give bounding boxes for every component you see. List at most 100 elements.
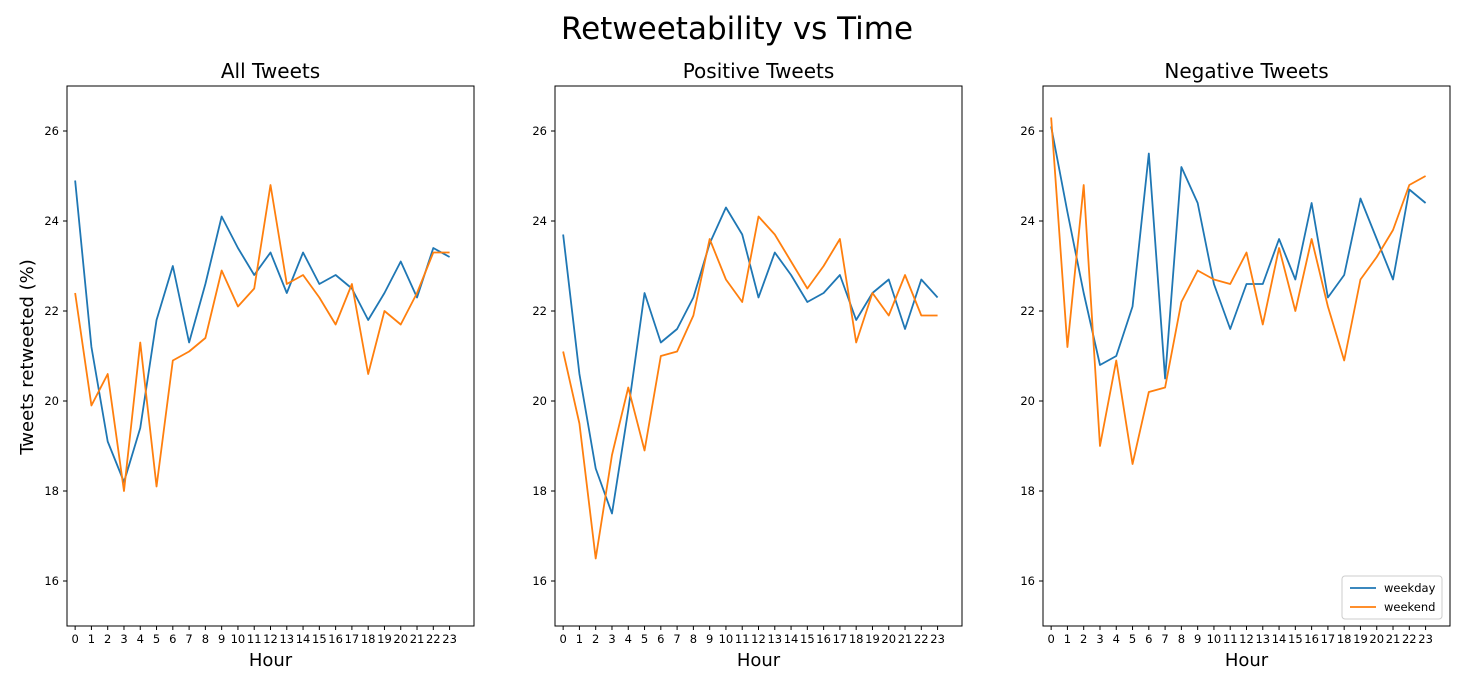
y-tick-label: 20 (532, 394, 547, 408)
x-tick-label: 3 (1096, 632, 1103, 646)
x-tick-label: 8 (1178, 632, 1185, 646)
x-tick-label: 23 (930, 632, 945, 646)
x-tick-label: 8 (690, 632, 697, 646)
x-tick-label: 16 (328, 632, 343, 646)
x-tick-label: 7 (673, 632, 680, 646)
x-tick-label: 9 (1194, 632, 1201, 646)
legend-label-weekend: weekend (1384, 600, 1435, 614)
plot-frame (66, 85, 475, 627)
x-tick-label: 22 (914, 632, 929, 646)
x-tick-label: 18 (1337, 632, 1352, 646)
x-tick-label: 11 (247, 632, 262, 646)
series-line-weekend (74, 184, 450, 492)
subplot-title: Negative Tweets (1164, 59, 1328, 83)
x-tick-label: 0 (1047, 632, 1054, 646)
x-tick-label: 20 (393, 632, 408, 646)
x-tick-label: 13 (279, 632, 294, 646)
y-tick-label: 18 (1020, 484, 1035, 498)
x-tick-label: 10 (719, 632, 734, 646)
x-tick-label: 19 (377, 632, 392, 646)
x-tick-label: 15 (800, 632, 815, 646)
y-tick-label: 26 (532, 124, 547, 138)
x-axis-label: Hour (1225, 650, 1269, 671)
x-tick-label: 2 (592, 632, 599, 646)
x-tick-label: 22 (1402, 632, 1417, 646)
x-tick-label: 1 (576, 632, 583, 646)
x-tick-label: 4 (137, 632, 144, 646)
x-tick-label: 7 (185, 632, 192, 646)
y-tick-label: 24 (1020, 214, 1035, 228)
x-tick-label: 2 (1080, 632, 1087, 646)
y-tick-label: 26 (44, 124, 59, 138)
y-tick-label: 16 (44, 574, 59, 588)
x-tick-label: 15 (312, 632, 327, 646)
plot-frame (554, 85, 963, 627)
y-axis-label: Tweets retweeted (%) (17, 259, 38, 455)
y-tick-label: 16 (1020, 574, 1035, 588)
x-tick-label: 23 (1418, 632, 1433, 646)
x-tick-label: 4 (625, 632, 632, 646)
y-tick-label: 22 (532, 304, 547, 318)
x-tick-label: 14 (1272, 632, 1287, 646)
x-axis-label: Hour (249, 650, 293, 671)
x-tick-label: 16 (816, 632, 831, 646)
x-tick-label: 10 (1207, 632, 1222, 646)
x-tick-label: 13 (767, 632, 782, 646)
y-tick-label: 22 (44, 304, 59, 318)
plot-frame (1042, 85, 1451, 627)
y-tick-label: 20 (44, 394, 59, 408)
x-tick-label: 11 (1223, 632, 1238, 646)
x-tick-label: 14 (296, 632, 311, 646)
subplot-title: All Tweets (221, 59, 320, 83)
x-tick-label: 12 (263, 632, 278, 646)
x-tick-label: 20 (1369, 632, 1384, 646)
y-tick-label: 16 (532, 574, 547, 588)
x-tick-label: 12 (1239, 632, 1254, 646)
x-tick-label: 8 (202, 632, 209, 646)
x-tick-label: 21 (1386, 632, 1401, 646)
series-line-weekend (562, 215, 938, 560)
x-tick-label: 5 (153, 632, 160, 646)
x-tick-label: 15 (1288, 632, 1303, 646)
y-tick-label: 20 (1020, 394, 1035, 408)
subplot-title: Positive Tweets (683, 59, 835, 83)
x-tick-label: 14 (784, 632, 799, 646)
x-tick-label: 6 (169, 632, 176, 646)
figure-title: Retweetability vs Time (561, 11, 913, 47)
x-tick-label: 9 (218, 632, 225, 646)
y-tick-label: 26 (1020, 124, 1035, 138)
x-tick-label: 3 (608, 632, 615, 646)
x-tick-label: 0 (559, 632, 566, 646)
x-axis-label: Hour (737, 650, 781, 671)
x-tick-label: 11 (735, 632, 750, 646)
x-tick-label: 1 (1064, 632, 1071, 646)
x-tick-label: 20 (881, 632, 896, 646)
legend: weekday weekend (1341, 575, 1443, 620)
x-tick-label: 16 (1304, 632, 1319, 646)
x-tick-label: 18 (849, 632, 864, 646)
x-tick-label: 5 (641, 632, 648, 646)
y-tick-label: 18 (44, 484, 59, 498)
y-tick-label: 18 (532, 484, 547, 498)
x-tick-label: 13 (1255, 632, 1270, 646)
x-tick-label: 10 (231, 632, 246, 646)
y-tick-label: 24 (532, 214, 547, 228)
x-tick-label: 22 (426, 632, 441, 646)
x-tick-label: 0 (71, 632, 78, 646)
x-tick-label: 12 (751, 632, 766, 646)
x-tick-label: 19 (1353, 632, 1368, 646)
legend-box (1341, 575, 1443, 620)
x-tick-label: 17 (833, 632, 848, 646)
x-tick-label: 23 (442, 632, 457, 646)
series-line-weekday (562, 206, 939, 515)
series-line-weekend (1050, 117, 1427, 465)
x-tick-label: 19 (865, 632, 880, 646)
x-tick-label: 6 (657, 632, 664, 646)
x-tick-label: 1 (88, 632, 95, 646)
x-tick-label: 3 (120, 632, 127, 646)
x-tick-label: 7 (1161, 632, 1168, 646)
